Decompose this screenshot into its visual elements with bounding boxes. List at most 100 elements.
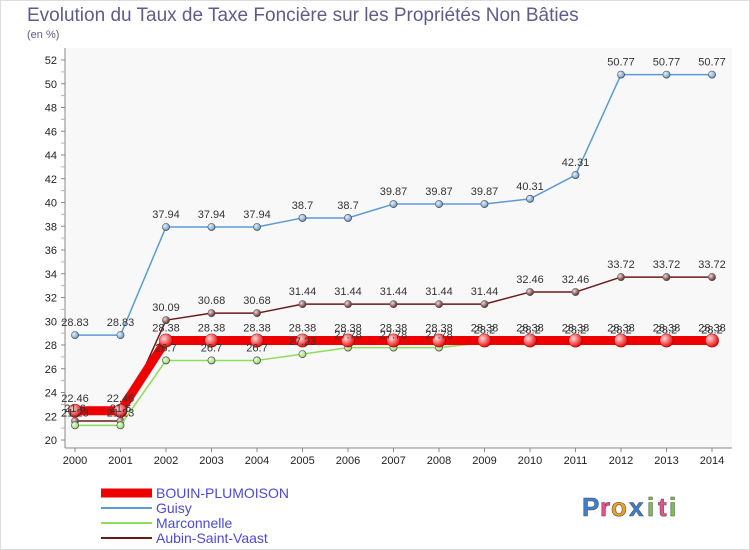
data-point-shine (205, 333, 218, 347)
chart-unit: (en %) (27, 29, 60, 41)
y-tick-label: 34 (45, 269, 57, 281)
data-point-shine (708, 71, 716, 79)
data-point-shine (114, 404, 127, 418)
data-point-shine (481, 300, 488, 308)
data-point-shine (390, 200, 397, 208)
x-tick-label: 2007 (381, 455, 405, 467)
data-point-shine (660, 333, 673, 347)
data-label: 28.2 (610, 325, 631, 337)
data-label: 31.44 (334, 286, 362, 298)
logo-letter: r (600, 492, 610, 522)
data-point-shine (617, 71, 625, 79)
data-point-shine (523, 333, 537, 347)
data-label: 37.94 (243, 209, 271, 221)
data-point-shine (387, 333, 400, 347)
data-point-shine (162, 316, 170, 324)
y-tick-label: 44 (45, 150, 57, 162)
data-label: 28.38 (653, 322, 681, 334)
data-label: 30.68 (243, 295, 271, 307)
data-point-shine (663, 71, 670, 79)
data-point-shine (341, 333, 355, 347)
y-tick-label: 22 (45, 411, 57, 423)
x-tick-label: 2000 (63, 455, 87, 467)
data-point-shine (299, 214, 306, 222)
data-point-shine (708, 273, 716, 281)
data-label: 28.38 (607, 322, 635, 334)
data-label: 31.44 (425, 286, 453, 298)
x-tick-label: 2005 (290, 455, 314, 467)
logo-letter: x (629, 492, 644, 522)
data-label: 22.46 (107, 393, 135, 405)
data-point-shine (614, 333, 628, 347)
x-tick-label: 2014 (700, 455, 724, 467)
logo-letter: o (611, 492, 627, 522)
data-point-shine (344, 300, 352, 308)
legend-label: BOUIN-PLUMOISON (156, 485, 289, 501)
data-label: 27.78 (334, 330, 362, 342)
data-point-shine (253, 223, 261, 231)
data-point-shine (299, 300, 306, 308)
data-point-shine (71, 331, 79, 339)
data-label: 28.38 (243, 322, 271, 334)
y-tick-label: 28 (45, 340, 57, 352)
legend-label: Marconnelle (156, 515, 232, 531)
data-label: 26.7 (155, 342, 176, 354)
y-tick-label: 46 (45, 126, 57, 138)
data-point-shine (572, 288, 579, 296)
data-label: 37.94 (152, 209, 180, 221)
data-label: 37.94 (198, 209, 226, 221)
data-label: 28.38 (425, 322, 453, 334)
data-label: 39.87 (425, 186, 453, 198)
data-point-shine (526, 195, 534, 203)
data-point-shine (68, 404, 82, 418)
data-point-shine (299, 350, 306, 358)
data-point-shine (572, 171, 579, 179)
data-point-shine (390, 300, 397, 308)
data-label: 28.38 (152, 322, 180, 334)
x-tick-label: 2010 (518, 455, 542, 467)
data-point-shine (569, 333, 582, 347)
data-label: 28.38 (289, 322, 317, 334)
data-point-shine (344, 214, 352, 222)
data-point-shine (478, 333, 491, 347)
data-label: 33.72 (607, 259, 635, 271)
data-label: 21.6 (64, 403, 85, 415)
x-tick-label: 2008 (427, 455, 451, 467)
y-tick-label: 36 (45, 245, 57, 257)
data-point-shine (526, 288, 534, 296)
y-tick-label: 30 (45, 316, 57, 328)
data-label: 26.7 (246, 342, 267, 354)
data-label: 28.38 (516, 322, 544, 334)
data-label: 27.23 (289, 336, 317, 348)
y-tick-label: 42 (45, 174, 57, 186)
data-point-shine (705, 333, 719, 347)
data-label: 28.2 (656, 325, 677, 337)
x-tick-label: 2009 (472, 455, 496, 467)
legend-label: Guisy (156, 500, 192, 516)
data-label: 21.6 (110, 403, 131, 415)
logo-letter: i (669, 492, 676, 522)
data-label: 28.38 (471, 322, 499, 334)
data-label: 31.44 (471, 286, 499, 298)
data-point-shine (253, 309, 261, 317)
legend-label: Aubin-Saint-Vaast (156, 530, 268, 546)
data-point-shine (253, 356, 261, 364)
data-point-shine (208, 356, 215, 364)
plot-background (65, 48, 732, 448)
data-label: 28.83 (61, 317, 89, 329)
x-tick-label: 2006 (336, 455, 360, 467)
chart-title: Evolution du Taux de Taxe Foncière sur l… (27, 5, 579, 26)
data-label: 28.2 (519, 325, 540, 337)
data-label: 26.7 (201, 342, 222, 354)
data-label: 28.38 (334, 322, 362, 334)
y-tick-label: 50 (45, 79, 57, 91)
data-point-shine (162, 356, 170, 364)
data-label: 27.78 (425, 330, 453, 342)
data-point-shine (159, 333, 173, 347)
x-tick-label: 2012 (609, 455, 633, 467)
data-point-shine (481, 200, 488, 208)
data-label: 33.72 (653, 259, 681, 271)
data-label: 21.23 (107, 407, 135, 419)
